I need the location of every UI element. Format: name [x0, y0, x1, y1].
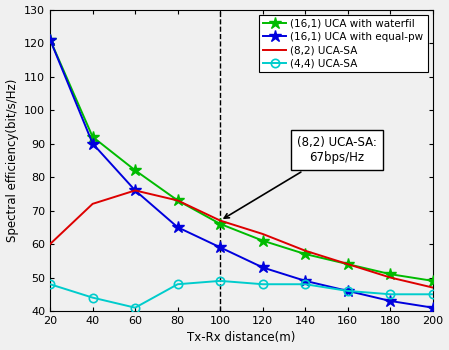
(16,1) UCA with equal-pw — [132, 188, 138, 193]
(4,4) UCA-SA — [175, 282, 180, 286]
(8,2) UCA-SA — [345, 262, 351, 266]
(16,1) UCA with equal-pw — [90, 141, 95, 146]
Line: (16,1) UCA with waterfil: (16,1) UCA with waterfil — [44, 34, 439, 287]
(4,4) UCA-SA — [217, 279, 223, 283]
Line: (8,2) UCA-SA: (8,2) UCA-SA — [50, 190, 433, 288]
(16,1) UCA with equal-pw — [175, 225, 180, 229]
(16,1) UCA with waterfil — [303, 252, 308, 256]
(4,4) UCA-SA — [303, 282, 308, 286]
(4,4) UCA-SA — [387, 292, 393, 296]
(16,1) UCA with equal-pw — [430, 306, 436, 310]
X-axis label: Tx-Rx distance(m): Tx-Rx distance(m) — [187, 331, 296, 344]
(8,2) UCA-SA — [132, 188, 138, 193]
(4,4) UCA-SA — [132, 306, 138, 310]
Legend: (16,1) UCA with waterfil, (16,1) UCA with equal-pw, (8,2) UCA-SA, (4,4) UCA-SA: (16,1) UCA with waterfil, (16,1) UCA wit… — [259, 15, 428, 72]
(16,1) UCA with waterfil — [175, 198, 180, 203]
(16,1) UCA with equal-pw — [387, 299, 393, 303]
(8,2) UCA-SA — [260, 232, 265, 236]
(16,1) UCA with equal-pw — [260, 265, 265, 270]
(8,2) UCA-SA — [217, 218, 223, 223]
(8,2) UCA-SA — [303, 248, 308, 253]
(16,1) UCA with waterfil — [430, 279, 436, 283]
(16,1) UCA with equal-pw — [48, 37, 53, 42]
(16,1) UCA with equal-pw — [217, 245, 223, 250]
(16,1) UCA with waterfil — [260, 239, 265, 243]
(16,1) UCA with waterfil — [387, 272, 393, 276]
(4,4) UCA-SA — [90, 295, 95, 300]
(4,4) UCA-SA — [345, 289, 351, 293]
(8,2) UCA-SA — [90, 202, 95, 206]
Line: (4,4) UCA-SA: (4,4) UCA-SA — [46, 277, 437, 312]
(8,2) UCA-SA — [175, 198, 180, 203]
(4,4) UCA-SA — [260, 282, 265, 286]
(16,1) UCA with waterfil — [48, 37, 53, 42]
Text: (8,2) UCA-SA:
67bps/Hz: (8,2) UCA-SA: 67bps/Hz — [224, 136, 377, 218]
(8,2) UCA-SA — [387, 275, 393, 280]
(8,2) UCA-SA — [48, 242, 53, 246]
(16,1) UCA with waterfil — [90, 135, 95, 139]
(8,2) UCA-SA — [430, 286, 436, 290]
(16,1) UCA with waterfil — [217, 222, 223, 226]
Y-axis label: Spectral efficiency(bit/s/Hz): Spectral efficiency(bit/s/Hz) — [5, 79, 18, 242]
Line: (16,1) UCA with equal-pw: (16,1) UCA with equal-pw — [44, 34, 439, 314]
(4,4) UCA-SA — [430, 292, 436, 296]
(16,1) UCA with equal-pw — [345, 289, 351, 293]
(16,1) UCA with equal-pw — [303, 279, 308, 283]
(16,1) UCA with waterfil — [345, 262, 351, 266]
(16,1) UCA with waterfil — [132, 168, 138, 173]
(4,4) UCA-SA — [48, 282, 53, 286]
